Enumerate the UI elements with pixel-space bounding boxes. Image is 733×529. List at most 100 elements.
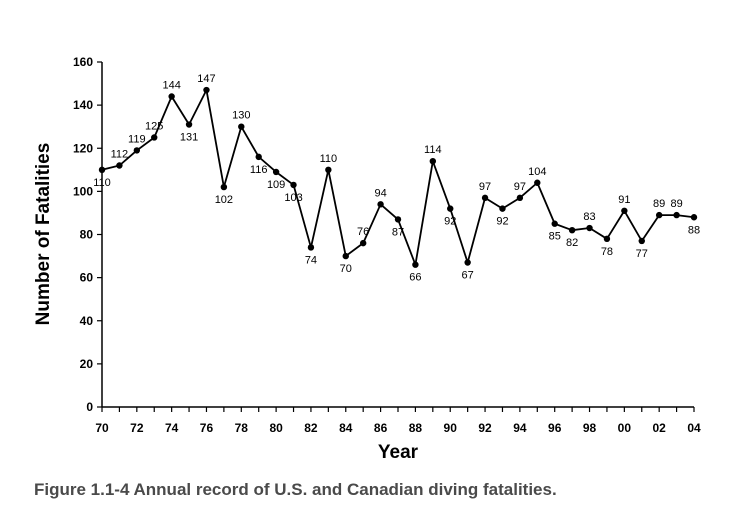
data-point — [255, 153, 262, 161]
data-label: 131 — [180, 132, 198, 144]
data-label: 130 — [232, 110, 250, 122]
data-point — [690, 214, 698, 221]
data-label: 125 — [145, 120, 163, 132]
data-label: 109 — [267, 179, 285, 191]
data-label: 110 — [320, 153, 338, 165]
data-label: 91 — [618, 194, 630, 206]
data-label: 70 — [340, 263, 352, 275]
data-point — [98, 166, 106, 174]
data-point — [568, 226, 576, 234]
data-label: 82 — [566, 237, 578, 249]
data-point — [116, 162, 123, 169]
data-label: 104 — [528, 166, 546, 178]
data-label: 103 — [284, 192, 302, 204]
x-tick-label: 92 — [478, 421, 492, 435]
data-point — [464, 259, 471, 266]
y-axis-title: Number of Fatalities — [33, 143, 54, 326]
data-point — [272, 168, 280, 176]
data-point — [359, 239, 367, 247]
x-tick-label: 02 — [652, 421, 666, 435]
y-tick-label: 140 — [73, 98, 93, 112]
figure-caption: Figure 1.1-4 Annual record of U.S. and C… — [34, 480, 557, 499]
data-point — [534, 179, 541, 186]
data-label: 110 — [93, 177, 111, 189]
y-tick-label: 120 — [73, 141, 93, 155]
data-point — [429, 157, 437, 165]
x-tick-label: 90 — [444, 421, 458, 435]
x-tick-label: 88 — [409, 421, 423, 435]
data-label: 92 — [444, 216, 456, 228]
y-tick-label: 80 — [80, 228, 94, 242]
data-label: 76 — [357, 226, 369, 238]
y-tick-label: 0 — [86, 400, 93, 414]
data-point — [621, 207, 628, 214]
data-point — [290, 181, 297, 189]
data-label: 147 — [197, 73, 215, 85]
data-label: 144 — [162, 80, 180, 92]
x-tick-label: 76 — [200, 421, 214, 435]
data-point — [603, 235, 611, 243]
data-point — [185, 121, 193, 128]
x-tick-label: 70 — [95, 421, 109, 435]
data-label: 66 — [409, 272, 421, 284]
data-label: 114 — [424, 144, 442, 156]
data-point — [168, 93, 175, 100]
x-tick-label: 00 — [618, 421, 632, 435]
data-point — [133, 147, 141, 154]
data-label: 94 — [374, 187, 386, 199]
data-point — [342, 252, 349, 260]
data-label: 116 — [250, 164, 268, 176]
data-label: 97 — [514, 181, 526, 193]
data-point — [307, 244, 315, 251]
data-point — [238, 123, 245, 130]
data-label: 89 — [653, 198, 665, 210]
x-axis-title: Year — [378, 442, 419, 463]
data-point — [203, 86, 210, 94]
data-label: 88 — [688, 224, 700, 236]
y-tick-label: 40 — [80, 314, 94, 328]
x-tick-label: 84 — [339, 421, 353, 435]
data-label: 97 — [479, 181, 491, 193]
x-tick-label: 86 — [374, 421, 388, 435]
data-label: 83 — [583, 211, 595, 223]
data-point — [481, 194, 489, 202]
x-tick-label: 98 — [583, 421, 597, 435]
x-tick-label: 82 — [304, 421, 318, 435]
data-point — [638, 237, 645, 245]
data-label: 102 — [215, 194, 233, 206]
data-label: 87 — [392, 226, 404, 238]
data-point — [377, 201, 384, 208]
data-point — [412, 261, 419, 268]
data-label: 78 — [601, 246, 613, 258]
x-tick-label: 96 — [548, 421, 562, 435]
x-tick-label: 94 — [513, 421, 527, 435]
x-tick-label: 72 — [130, 421, 144, 435]
data-label: 74 — [305, 254, 317, 266]
data-point — [151, 134, 158, 141]
data-label: 119 — [128, 133, 146, 145]
x-tick-label: 04 — [687, 421, 701, 435]
data-point — [394, 216, 402, 223]
data-point — [551, 220, 558, 227]
y-tick-label: 20 — [80, 357, 94, 371]
data-point — [447, 205, 454, 212]
data-point — [586, 224, 593, 232]
data-point — [516, 194, 524, 202]
data-label: 92 — [496, 216, 508, 228]
x-tick-label: 80 — [269, 421, 283, 435]
data-point — [673, 211, 680, 219]
y-tick-label: 160 — [73, 55, 93, 69]
data-label: 67 — [462, 270, 474, 282]
data-label: 89 — [670, 198, 682, 210]
y-tick-label: 60 — [80, 271, 94, 285]
data-label: 77 — [636, 248, 648, 260]
x-tick-label: 78 — [235, 421, 249, 435]
data-point — [655, 211, 663, 219]
y-tick-label: 100 — [73, 184, 93, 198]
x-tick-label: 74 — [165, 421, 179, 435]
data-label: 85 — [549, 231, 561, 243]
data-point — [325, 166, 332, 174]
data-point — [499, 205, 506, 212]
data-point — [220, 183, 228, 191]
